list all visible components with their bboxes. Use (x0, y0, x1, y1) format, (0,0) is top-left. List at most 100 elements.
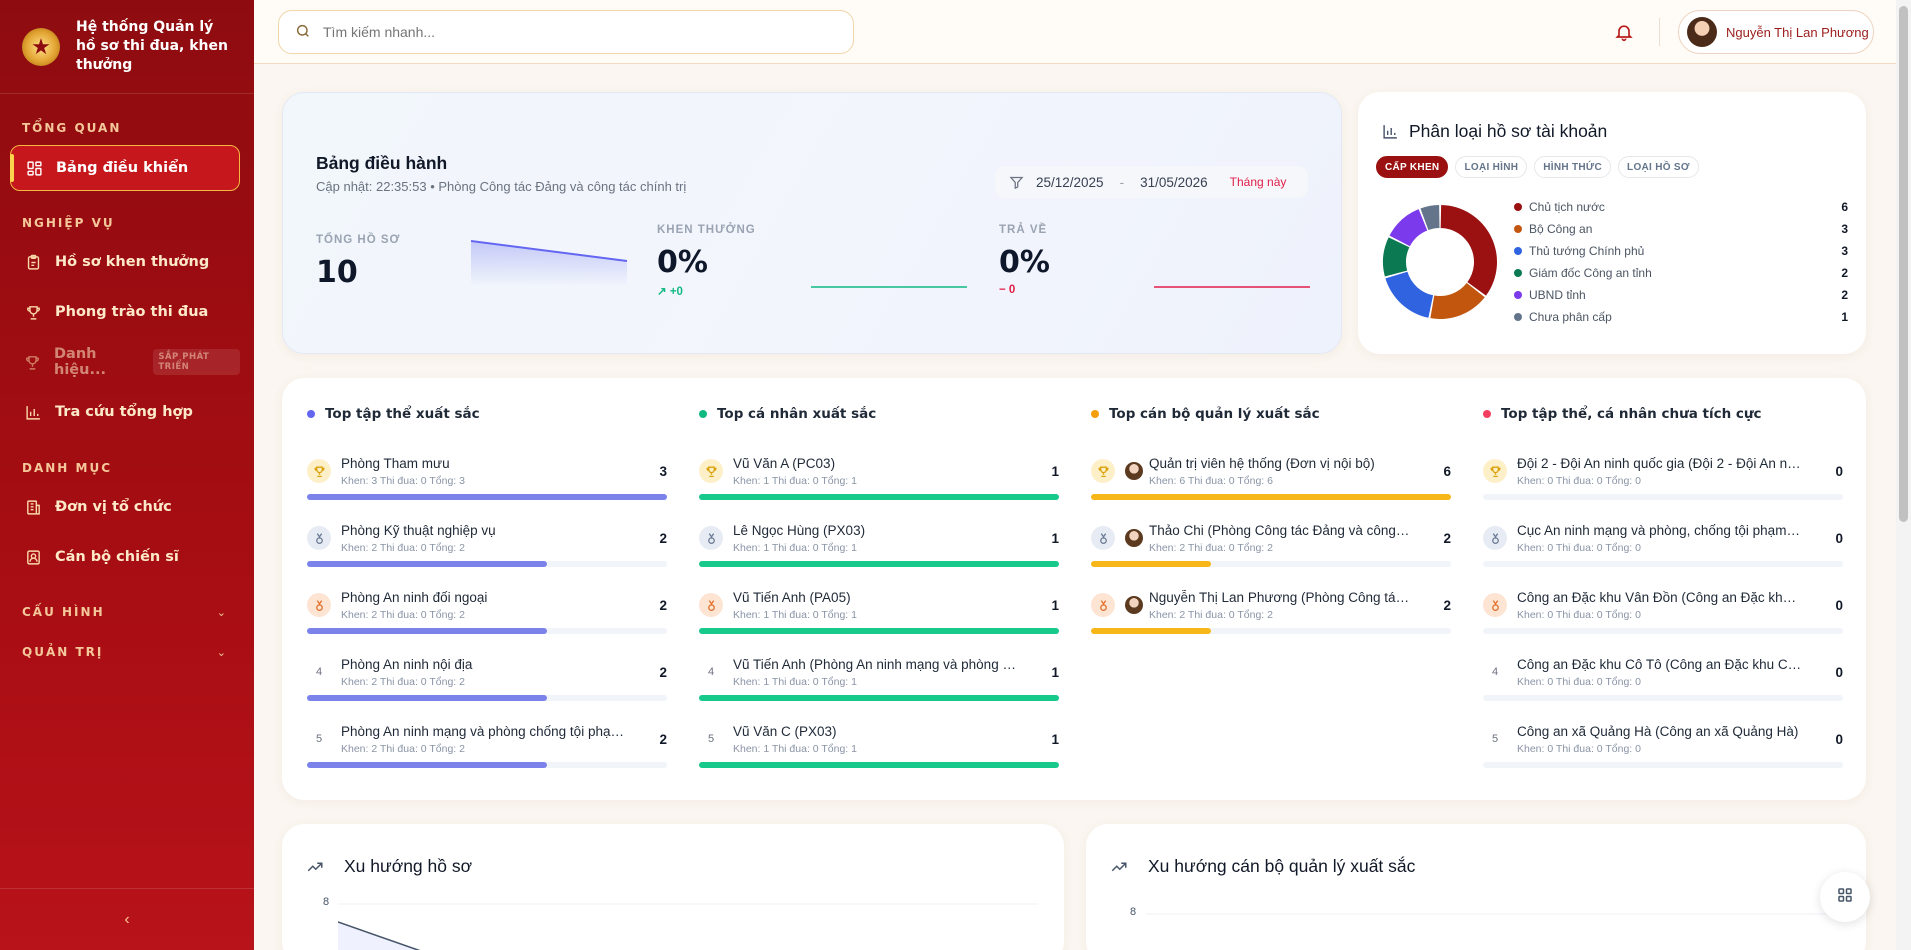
item-name: Công an Đặc khu Vân Đồn (Công an Đặc khu… (1517, 590, 1802, 605)
notification-bell-icon[interactable] (1612, 19, 1636, 45)
list-item[interactable]: Phòng Tham mưu Khen: 3 Thi đua: 0 Tổng: 3… (307, 456, 667, 512)
donut-slice-chủ-tịch-nước[interactable] (1440, 205, 1497, 296)
list-item[interactable]: Phòng An ninh đối ngoại Khen: 2 Thi đua: … (307, 590, 667, 646)
chevron-down-icon: ⌄ (216, 646, 226, 659)
item-count: 1 (1051, 598, 1059, 613)
avatar (1125, 529, 1143, 547)
kpi-award-sparkline (811, 286, 967, 288)
legend-value: 3 (1841, 222, 1848, 236)
collapse-sidebar-button[interactable]: ‹ (0, 888, 254, 950)
progress-fill (1091, 494, 1451, 500)
trophy-icon (307, 459, 331, 483)
donut-slice-bộ-công-an[interactable] (1430, 283, 1485, 319)
sidebar-item-titles[interactable]: Danh hiệu... SẮP PHÁT TRIỂN (10, 339, 240, 385)
progress-fill (307, 561, 548, 567)
list-item[interactable]: Đội 2 - Đội An ninh quốc gia (Đội 2 - Độ… (1483, 456, 1843, 512)
scrollbar[interactable] (1896, 0, 1911, 950)
sidebar-group-admin[interactable]: QUẢN TRỊ ⌄ (0, 644, 254, 660)
kpi-return-delta: − 0 (999, 284, 1016, 296)
scrollbar-thumb[interactable] (1899, 6, 1908, 522)
section-business: NGHIỆP VỤ (22, 216, 115, 230)
list-item[interactable]: 4 Phòng An ninh nội địa Khen: 2 Thi đua: 0… (307, 657, 667, 713)
list-item[interactable]: Công an Đặc khu Vân Đồn (Công an Đặc khu… (1483, 590, 1843, 646)
item-meta: Khen: 1 Thi đua: 0 Tổng: 1 (733, 475, 857, 487)
list-item[interactable]: Vũ Tiến Anh (PA05) Khen: 1 Thi đua: 0 Tổn… (699, 590, 1059, 646)
donut-slice-thủ-tướng-chính-phủ[interactable] (1385, 271, 1434, 318)
item-count: 2 (659, 531, 667, 546)
item-meta: Khen: 1 Thi đua: 0 Tổng: 1 (733, 743, 857, 755)
building-icon (24, 498, 42, 516)
trophy-icon (1091, 459, 1115, 483)
list-item[interactable]: Vũ Văn A (PC03) Khen: 1 Thi đua: 0 Tổng: … (699, 456, 1059, 512)
progress-bar (699, 494, 1059, 500)
donut-slice-giám-đốc-công-an-tỉnh[interactable] (1383, 237, 1410, 277)
sidebar-item-officers[interactable]: Cán bộ chiến sĩ (10, 534, 240, 580)
kpi-award-delta: ↗ +0 (657, 286, 683, 298)
legend-value: 6 (1841, 200, 1848, 214)
item-name: Phòng Tham mưu (341, 456, 450, 471)
records-trend-chart (338, 903, 1038, 950)
search-box (278, 10, 854, 54)
top-list-title: Top cán bộ quản lý xuất sắc (1091, 406, 1320, 422)
apps-grid-button[interactable] (1820, 872, 1870, 922)
kpi-return-label: TRẢ VỀ (999, 224, 1048, 236)
medal-icon (1483, 593, 1507, 617)
donut-chart (1383, 205, 1497, 319)
sidebar-item-emulation[interactable]: Phong trào thi đua (10, 289, 240, 335)
tab-award-level[interactable]: CẤP KHEN (1376, 156, 1449, 178)
sidebar-item-award-records[interactable]: Hồ sơ khen thưởng (10, 239, 240, 285)
list-item[interactable]: 4 Vũ Tiến Anh (Phòng An ninh mạng và phòn… (699, 657, 1059, 713)
medal-icon (699, 593, 723, 617)
trophy-icon (1483, 459, 1507, 483)
y-axis-max-label: 8 (1130, 906, 1137, 918)
sidebar-item-dashboard[interactable]: Bảng điều khiển (10, 145, 240, 191)
sidebar-item-lookup[interactable]: Tra cứu tổng hợp (10, 389, 240, 435)
coming-soon-badge: SẮP PHÁT TRIỂN (153, 349, 240, 375)
progress-fill (307, 695, 548, 701)
period-this-month[interactable]: Tháng này (1229, 175, 1287, 189)
item-meta: Khen: 0 Thi đua: 0 Tổng: 0 (1517, 475, 1641, 487)
sidebar-group-config[interactable]: CẤU HÌNH ⌄ (0, 604, 254, 620)
item-name: Công an Đặc khu Cô Tô (Công an Đặc khu C… (1517, 657, 1802, 672)
search-icon (295, 23, 311, 42)
donut-slice-ubnd-tỉnh[interactable] (1389, 209, 1428, 247)
date-from[interactable]: 25/12/2025 (1036, 174, 1104, 190)
list-item[interactable]: Thảo Chi (Phòng Công tác Đảng và công tá… (1091, 523, 1451, 579)
tab-type[interactable]: LOẠI HÌNH (1455, 156, 1528, 178)
rank-number: 4 (707, 666, 715, 678)
donut-slice-chưa-phân-cấp[interactable] (1420, 205, 1440, 231)
tab-form[interactable]: HÌNH THỨC (1534, 156, 1612, 178)
brand: ★ Hệ thống Quản lý hồ sơ thi đua, khen t… (0, 0, 254, 94)
date-to[interactable]: 31/05/2026 (1140, 174, 1208, 190)
progress-bar (699, 561, 1059, 567)
user-menu[interactable]: Nguyễn Thị Lan Phương (1678, 10, 1874, 54)
progress-bar (1483, 494, 1843, 500)
rank-number: 5 (315, 733, 323, 745)
top-lists-card: Top tập thể xuất sắc Phòng Tham mưu Khen: … (282, 378, 1866, 800)
list-item[interactable]: Nguyễn Thị Lan Phương (Phòng Công tác Đả… (1091, 590, 1451, 646)
rank-number: 4 (1491, 666, 1499, 678)
list-item[interactable]: Quản trị viên hệ thống (Đơn vị nội bộ) Kh… (1091, 456, 1451, 512)
chevron-left-icon: ‹ (124, 910, 130, 928)
list-item[interactable]: Phòng Kỹ thuật nghiệp vụ Khen: 2 Thi đua:… (307, 523, 667, 579)
list-item[interactable]: 5 Công an xã Quảng Hà (Công an xã Quảng H… (1483, 724, 1843, 780)
progress-bar (307, 494, 667, 500)
bar-chart-icon (1382, 123, 1399, 140)
bullet-dot (1483, 410, 1491, 418)
list-item[interactable]: Cục An ninh mạng và phòng, chống tội phạ… (1483, 523, 1843, 579)
legend-color-dot (1514, 313, 1522, 321)
search-input[interactable] (323, 24, 823, 40)
list-item[interactable]: Lê Ngọc Hùng (PX03) Khen: 1 Thi đua: 0 Tổ… (699, 523, 1059, 579)
list-item[interactable]: 4 Công an Đặc khu Cô Tô (Công an Đặc khu … (1483, 657, 1843, 713)
list-item[interactable]: 5 Phòng An ninh mạng và phòng chống tội p… (307, 724, 667, 780)
item-name: Phòng An ninh đối ngoại (341, 590, 488, 605)
item-name: Thảo Chi (Phòng Công tác Đảng và công tá… (1149, 523, 1411, 538)
sidebar-item-units[interactable]: Đơn vị tổ chức (10, 484, 240, 530)
tab-record-type[interactable]: LOẠI HỒ SƠ (1618, 156, 1699, 178)
legend-item: Chủ tịch nước 6 (1514, 196, 1848, 218)
list-item[interactable]: 5 Vũ Văn C (PX03) Khen: 1 Thi đua: 0 Tổng:… (699, 724, 1059, 780)
sidebar-item-label: Cán bộ chiến sĩ (55, 549, 179, 565)
legend-color-dot (1514, 225, 1522, 233)
item-meta: Khen: 6 Thi đua: 0 Tổng: 6 (1149, 475, 1273, 487)
date-range-filter[interactable]: 25/12/2025 - 31/05/2026 Tháng này (995, 166, 1308, 198)
